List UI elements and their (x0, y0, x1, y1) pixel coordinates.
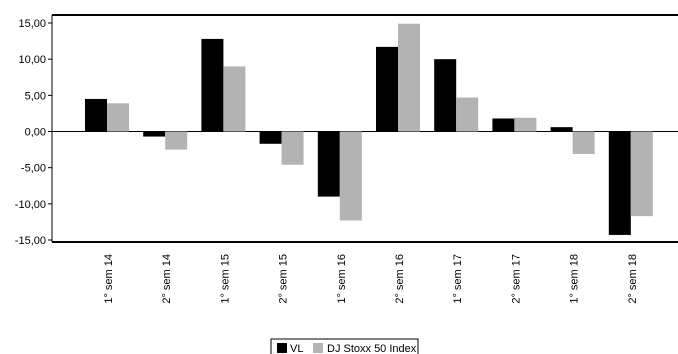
legend-swatch-vl (277, 343, 287, 353)
x-tick-label: 1° sem 14 (103, 254, 115, 304)
bar-dj-stoxx (223, 66, 246, 132)
x-tick-label: 2° sem 14 (161, 254, 173, 304)
x-tick-label: 2° sem 15 (278, 254, 290, 304)
bar-dj-stoxx (630, 131, 653, 217)
bar-vl (317, 131, 340, 197)
legend: VL DJ Stoxx 50 Index (270, 338, 419, 354)
legend-swatch-dj-stoxx (313, 343, 323, 353)
bar-dj-stoxx (398, 23, 420, 132)
x-tick-label: 2° sem 16 (394, 254, 406, 304)
bar-vl (376, 46, 398, 132)
bar-vl (143, 131, 166, 137)
legend-label-vl: VL (290, 343, 303, 354)
y-axis-ticks: 15,00 10,00 5,00 0,00 -5,00 -10,00 -15,00 (15, 18, 52, 247)
bar-vl (201, 38, 224, 132)
y-tick-label: 10,00 (18, 54, 46, 66)
bar-dj-stoxx (572, 131, 595, 154)
y-tick-label: 15,00 (18, 18, 46, 30)
bar-vl (85, 98, 107, 132)
bar-dj-stoxx (281, 131, 304, 165)
x-tick-label: 1° sem 17 (452, 254, 464, 304)
y-tick-label: -10,00 (15, 199, 46, 211)
plot-area (51, 14, 678, 243)
bar-vl (492, 118, 515, 132)
x-tick-label: 2° sem 18 (627, 254, 639, 304)
x-tick-label: 2° sem 17 (510, 254, 522, 304)
bar-dj-stoxx (456, 97, 479, 132)
bar-vl (259, 131, 282, 144)
y-tick-label: -15,00 (15, 235, 46, 247)
bar-dj-stoxx (339, 131, 362, 221)
x-tick-label: 1° sem 18 (569, 254, 581, 304)
bar-vl (608, 131, 631, 235)
bar-vl (550, 127, 573, 132)
y-tick-label: 5,00 (25, 90, 46, 102)
bar-vl (434, 59, 457, 132)
bar-dj-stoxx (107, 103, 129, 132)
y-tick-label: 0,00 (25, 127, 46, 139)
bar-dj-stoxx (165, 131, 188, 150)
legend-frame (270, 338, 419, 354)
bar-marks (85, 23, 653, 235)
bar-dj-stoxx (514, 117, 537, 132)
x-tick-label: 1° sem 15 (219, 254, 231, 304)
y-tick-label: -5,00 (21, 163, 46, 175)
x-tick-label: 1° sem 16 (336, 254, 348, 304)
legend-label-dj-stoxx: DJ Stoxx 50 Index (327, 343, 417, 354)
x-axis-ticks: 1° sem 14 2° sem 14 1° sem 15 2° sem 15 1° s… (103, 254, 639, 304)
